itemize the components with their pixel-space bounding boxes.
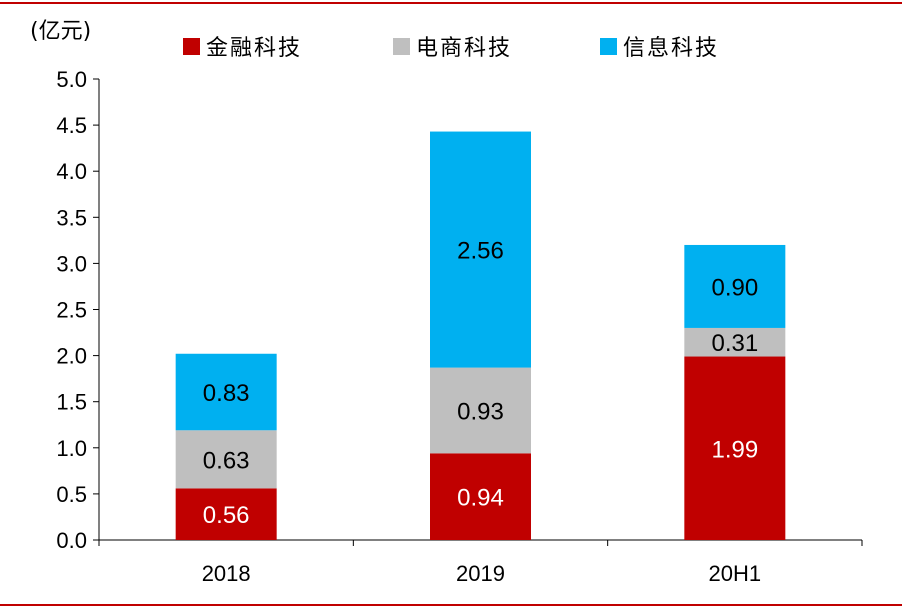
- data-label: 0.94: [457, 485, 504, 512]
- data-label: 0.83: [203, 380, 250, 407]
- bars: [175, 131, 786, 540]
- legend-swatch: [183, 38, 200, 55]
- x-axis: 2018 2019 20H1: [98, 539, 863, 586]
- unit-label: (亿元): [30, 19, 91, 44]
- bar-segment: [175, 488, 277, 540]
- bar-segment: [684, 356, 786, 540]
- bar-segment: [175, 430, 277, 489]
- data-label: 0.31: [711, 330, 758, 357]
- data-label: 1.99: [711, 436, 758, 463]
- y-tick-label: 4.0: [56, 159, 87, 184]
- legend-swatch: [600, 38, 617, 55]
- y-tick-label: 3.0: [56, 251, 87, 276]
- data-label: 0.90: [711, 274, 758, 301]
- bar-segment: [684, 327, 786, 357]
- y-axis: 0.0 0.5 1.0 1.5 2.0 2.5 3.0 3.5 4.0 4.5 5.0: [56, 67, 100, 553]
- y-tick-label: 0.0: [56, 528, 87, 553]
- y-tick-label: 4.5: [56, 113, 87, 138]
- x-tick-label: 2019: [456, 561, 505, 586]
- legend: 金融科技 电商科技 信息科技: [183, 36, 719, 61]
- data-label: 0.93: [457, 398, 504, 425]
- legend-swatch: [393, 38, 410, 55]
- bar-segment: [175, 353, 277, 431]
- x-tick-label: 2018: [202, 561, 251, 586]
- bar-segment: [430, 453, 531, 540]
- y-tick-label: 1.5: [56, 390, 87, 415]
- data-labels: 0.56 0.63 0.83 0.94 0.93 2.56 1.99 0.31 0.90: [203, 238, 758, 530]
- y-tick-label: 3.5: [56, 205, 87, 230]
- y-tick-label: 0.5: [56, 482, 87, 507]
- y-tick-label: 1.0: [56, 436, 87, 461]
- data-label: 2.56: [457, 238, 504, 265]
- data-label: 0.63: [203, 447, 250, 474]
- legend-label: 电商科技: [416, 36, 512, 61]
- x-tick-label: 20H1: [709, 561, 762, 586]
- y-tick-label: 5.0: [56, 67, 87, 92]
- data-label: 0.56: [203, 502, 250, 529]
- y-tick-label: 2.5: [56, 298, 87, 323]
- bar-segment: [684, 244, 786, 328]
- y-tick-label: 2.0: [56, 344, 87, 369]
- bar-segment: [430, 367, 531, 454]
- legend-label: 信息科技: [623, 36, 719, 61]
- legend-label: 金融科技: [206, 36, 302, 61]
- bar-segment: [430, 131, 531, 368]
